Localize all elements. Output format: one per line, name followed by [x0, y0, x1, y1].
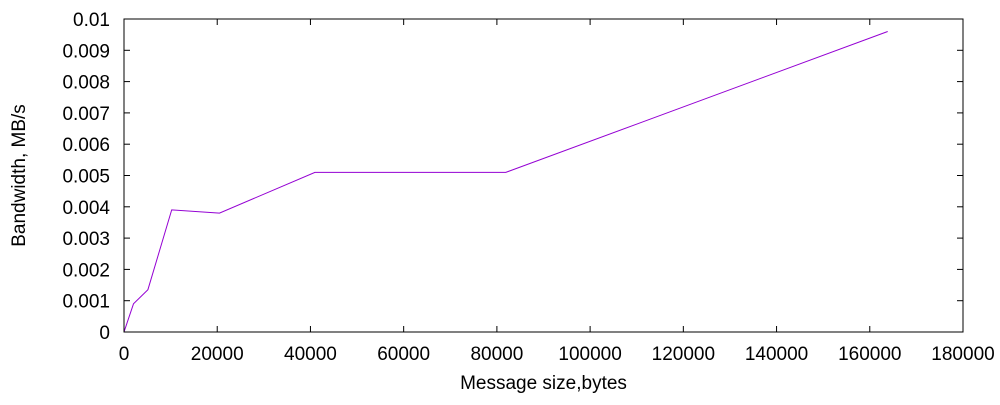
x-tick-label: 180000 [931, 344, 994, 365]
x-tick-labels: 0 20000 40000 60000 80000 100000 120000 140000 1… [119, 344, 995, 365]
x-tick-label: 120000 [652, 344, 715, 365]
x-axis-title: Message size,bytes [460, 373, 627, 394]
y-axis-title: Bandwidth, MB/s [9, 104, 30, 247]
y-tick-label: 0.008 [62, 73, 110, 94]
x-tick-label: 60000 [377, 344, 430, 365]
x-tick-label: 40000 [284, 344, 337, 365]
y-tick-label: 0.006 [62, 135, 110, 156]
y-tick-label: 0.009 [62, 41, 110, 62]
plot-frame [124, 19, 963, 332]
y-tick-label: 0.001 [62, 292, 110, 313]
y-tick-label: 0.003 [62, 229, 110, 250]
y-tick-label: 0.007 [62, 104, 110, 125]
y-tick-label: 0.005 [62, 167, 110, 188]
y-tick-label: 0.004 [62, 198, 110, 219]
y-tick-label: 0 [99, 323, 110, 344]
x-tick-label: 0 [119, 344, 130, 365]
tick-marks [124, 19, 963, 332]
series-group [124, 32, 888, 333]
x-tick-label: 160000 [838, 344, 901, 365]
y-tick-labels: 0 0.001 0.002 0.003 0.004 0.005 0.006 0.007 0.00… [62, 10, 110, 344]
series-line [124, 32, 888, 333]
x-tick-label: 100000 [558, 344, 621, 365]
y-tick-label: 0.01 [73, 10, 110, 31]
x-tick-label: 20000 [191, 344, 244, 365]
y-tick-label: 0.002 [62, 260, 110, 281]
x-tick-label: 140000 [745, 344, 808, 365]
x-tick-label: 80000 [470, 344, 523, 365]
